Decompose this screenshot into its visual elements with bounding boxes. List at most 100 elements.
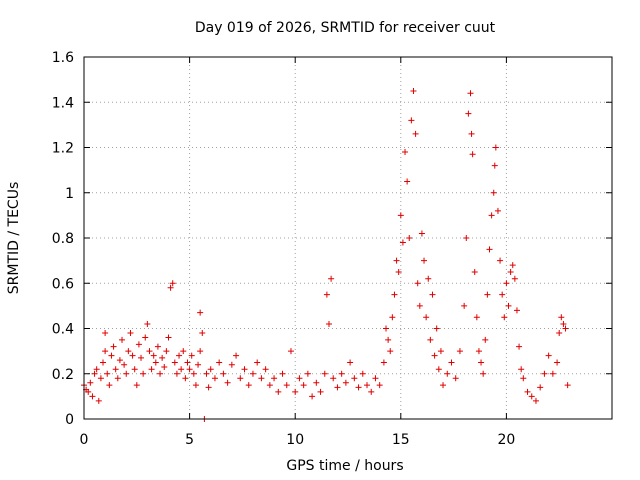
data-point: [325, 320, 332, 327]
data-point: [406, 235, 413, 241]
data-point: [150, 352, 157, 359]
data-point: [112, 366, 119, 373]
plot-frame: [83, 56, 613, 420]
data-point: [433, 325, 440, 332]
data-point: [93, 366, 100, 373]
data-point: [161, 363, 168, 370]
x-tick-label: 5: [185, 432, 194, 448]
ticks-layer: 0 0.2 0.4 0.6 0.8 1 1.2 1.4 1.6 0 5 10 15 20: [52, 50, 612, 448]
data-point: [524, 388, 531, 395]
data-point: [190, 370, 197, 377]
data-point: [97, 375, 104, 382]
data-point: [408, 117, 415, 124]
data-point: [380, 359, 387, 366]
data-point: [292, 388, 299, 395]
data-point: [334, 384, 341, 391]
data-point: [220, 370, 227, 377]
data-point: [402, 149, 409, 156]
y-tick-label: 0.2: [52, 367, 74, 383]
data-point: [482, 336, 489, 343]
data-point: [395, 268, 402, 275]
data-point: [497, 257, 504, 264]
data-point: [425, 275, 432, 282]
data-point: [102, 330, 109, 337]
data-point: [159, 354, 166, 361]
data-point: [91, 370, 98, 377]
data-point: [129, 352, 136, 359]
data-point: [528, 393, 535, 400]
data-point: [176, 352, 183, 359]
data-point: [87, 379, 94, 386]
data-point: [178, 366, 185, 373]
data-point: [518, 366, 525, 373]
data-point: [330, 375, 337, 382]
data-point: [138, 354, 145, 361]
data-point: [233, 352, 240, 359]
data-point: [437, 348, 444, 355]
data-point: [262, 366, 269, 373]
data-point: [397, 212, 404, 219]
data-point: [473, 314, 480, 321]
data-point: [125, 348, 132, 355]
data-point: [283, 382, 290, 389]
data-point: [564, 382, 571, 389]
data-point: [119, 336, 126, 343]
data-point: [372, 375, 379, 382]
data-point: [249, 370, 256, 377]
data-point: [492, 144, 499, 151]
data-point: [503, 280, 510, 287]
grid-layer: [84, 57, 612, 419]
data-point: [195, 361, 202, 368]
data-point: [287, 348, 294, 355]
data-point: [560, 320, 567, 327]
data-point: [279, 370, 286, 377]
data-point: [511, 275, 518, 282]
data-point: [142, 334, 149, 341]
data-point: [108, 352, 115, 359]
data-point: [182, 375, 189, 382]
x-tick-label: 10: [286, 432, 304, 448]
data-point: [440, 382, 447, 389]
data-point: [197, 348, 204, 355]
data-point: [467, 90, 474, 97]
data-point: [275, 388, 282, 395]
data-point: [431, 352, 438, 359]
data-point: [167, 284, 174, 291]
data-point: [488, 212, 495, 219]
data-point: [480, 370, 487, 377]
data-point: [131, 366, 138, 373]
data-point: [412, 130, 419, 137]
data-point: [558, 314, 565, 321]
data-point: [146, 348, 153, 355]
data-point: [486, 246, 493, 253]
points-layer: [81, 87, 571, 422]
data-point: [154, 343, 161, 350]
data-point: [186, 366, 193, 373]
data-point: [391, 291, 398, 298]
data-point: [254, 359, 261, 366]
data-point: [484, 291, 491, 298]
data-point: [444, 370, 451, 377]
y-tick-label: 0.6: [52, 276, 74, 292]
data-point: [385, 336, 392, 343]
x-tick-label: 0: [80, 432, 89, 448]
data-point: [152, 359, 159, 366]
data-point: [123, 370, 130, 377]
data-point: [418, 230, 425, 237]
data-point: [328, 275, 335, 282]
chart-title: Day 019 of 2026, SRMTID for receiver cuu…: [195, 20, 496, 36]
data-point: [516, 343, 523, 350]
data-point: [499, 291, 506, 298]
data-point: [169, 280, 176, 287]
data-point: [216, 359, 223, 366]
data-point: [313, 379, 320, 386]
data-point: [509, 262, 516, 269]
data-point: [304, 370, 311, 377]
data-point: [513, 307, 520, 314]
data-point: [116, 357, 123, 364]
data-point: [95, 397, 102, 404]
data-point: [110, 343, 117, 350]
data-point: [475, 348, 482, 355]
data-point: [135, 341, 142, 348]
data-point: [114, 375, 121, 382]
